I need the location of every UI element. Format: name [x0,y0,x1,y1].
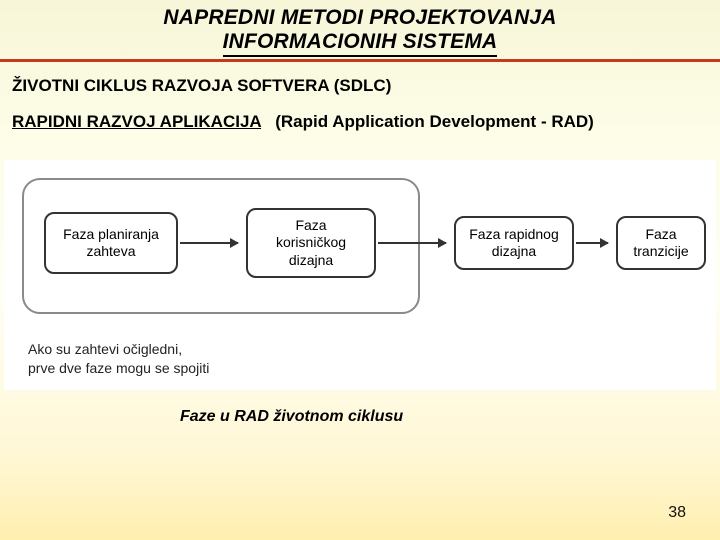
subheadings: ŽIVOTNI CIKLUS RAZVOJA SOFTVERA (SDLC) R… [0,62,720,132]
phase-node: Faza planiranjazahteva [44,212,178,274]
flow-arrow [378,242,446,244]
page-number: 38 [668,504,686,522]
subhead-rad: RAPIDNI RAZVOJ APLIKACIJA (Rapid Applica… [12,112,708,132]
phase-node: Fazakorisničkogdizajna [246,208,376,278]
diagram-note: Ako su zahtevi očigledni, prve dve faze … [28,340,209,378]
note-line-1: Ako su zahtevi očigledni, [28,341,182,357]
title-line-1: NAPREDNI METODI PROJEKTOVANJA [0,6,720,30]
note-line-2: prve dve faze mogu se spojiti [28,360,209,376]
title-line-2: INFORMACIONIH SISTEMA [0,30,720,57]
phase-node: Fazatranzicije [616,216,706,270]
diagram-caption: Faze u RAD životnom ciklusu [180,408,720,426]
flow-arrow [576,242,608,244]
slide-title: NAPREDNI METODI PROJEKTOVANJA INFORMACIO… [0,0,720,57]
subhead-sdlc: ŽIVOTNI CIKLUS RAZVOJA SOFTVERA (SDLC) [12,76,708,96]
phase-node: Faza rapidnogdizajna [454,216,574,270]
flow-arrow [180,242,238,244]
rad-flowchart: Ako su zahtevi očigledni, prve dve faze … [4,160,716,390]
